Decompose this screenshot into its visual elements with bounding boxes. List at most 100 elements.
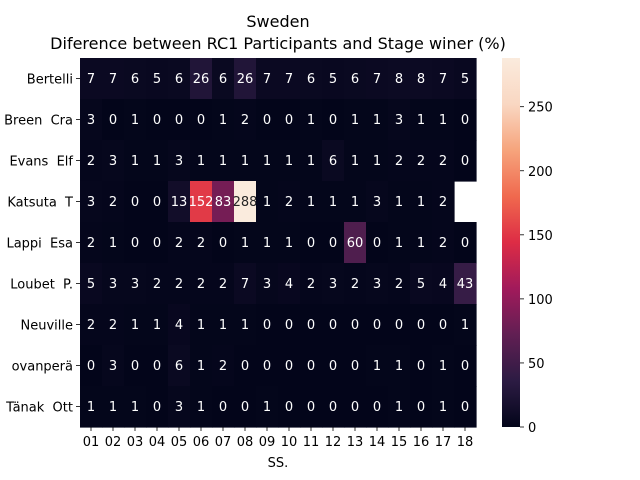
cell-value-label: 1 bbox=[417, 113, 425, 128]
heatmap-cell bbox=[278, 345, 301, 387]
chart-title: Sweden bbox=[246, 12, 309, 31]
cell-value-label: 0 bbox=[461, 359, 469, 374]
colorbar-ticks: 0 50 100 150 200 250 bbox=[520, 101, 553, 436]
cell-value-label: 2 bbox=[87, 154, 95, 169]
heatmap-cell bbox=[322, 304, 345, 346]
heatmap-cell bbox=[454, 140, 477, 182]
heatmap-cell bbox=[344, 140, 367, 182]
heatmap-cell bbox=[432, 386, 455, 428]
cell-value-label: 2 bbox=[175, 236, 183, 251]
heatmap-cell bbox=[300, 304, 323, 346]
cell-value-label: 0 bbox=[439, 318, 447, 333]
y-tick-label: Evans Elf bbox=[9, 155, 73, 170]
heatmap-cell bbox=[234, 263, 257, 305]
heatmap-cell bbox=[80, 58, 103, 100]
x-tick-label: 11 bbox=[303, 435, 320, 450]
cell-value-label: 0 bbox=[153, 195, 161, 210]
x-tick-label: 02 bbox=[105, 435, 122, 450]
colorbar bbox=[502, 58, 520, 427]
heatmap-cell bbox=[256, 181, 279, 223]
heatmap-cell bbox=[102, 304, 125, 346]
x-tick-label: 13 bbox=[347, 435, 364, 450]
cell-value-label: 5 bbox=[153, 72, 161, 87]
cell-value-label: 0 bbox=[417, 318, 425, 333]
heatmap-cell bbox=[168, 345, 191, 387]
x-tick-label: 08 bbox=[237, 435, 254, 450]
cell-value-label: 1 bbox=[395, 195, 403, 210]
heatmap-cell bbox=[146, 99, 169, 141]
heatmap-cell bbox=[344, 263, 367, 305]
cell-value-label: 1 bbox=[395, 359, 403, 374]
heatmap-cell bbox=[410, 181, 433, 223]
heatmap-cell bbox=[322, 99, 345, 141]
cell-value-label: 1 bbox=[241, 318, 249, 333]
cell-value-label: 1 bbox=[197, 400, 205, 415]
heatmap-cell bbox=[344, 304, 367, 346]
x-tick-label: 10 bbox=[281, 435, 298, 450]
y-tick-label: Tänak Ott bbox=[5, 401, 73, 416]
heatmap-cell bbox=[256, 304, 279, 346]
cell-value-label: 0 bbox=[285, 400, 293, 415]
cell-value-label: 2 bbox=[417, 154, 425, 169]
cell-value-label: 1 bbox=[109, 236, 117, 251]
heatmap-cell bbox=[454, 304, 477, 346]
heatmap-cell bbox=[190, 181, 213, 223]
heatmap-cell bbox=[278, 386, 301, 428]
cell-value-label: 2 bbox=[197, 236, 205, 251]
cell-value-label: 1 bbox=[417, 236, 425, 251]
cell-value-label: 0 bbox=[373, 400, 381, 415]
cell-value-label: 4 bbox=[175, 318, 183, 333]
cell-value-label: 5 bbox=[461, 72, 469, 87]
heatmap-cell bbox=[388, 304, 411, 346]
cell-value-label: 3 bbox=[109, 359, 117, 374]
heatmap-cell bbox=[432, 140, 455, 182]
cell-value-label: 1 bbox=[285, 236, 293, 251]
cell-value-label: 7 bbox=[109, 72, 117, 87]
cell-value-label: 1 bbox=[263, 400, 271, 415]
cell-value-label: 1 bbox=[373, 113, 381, 128]
cell-value-label: 0 bbox=[153, 236, 161, 251]
heatmap-cell bbox=[234, 140, 257, 182]
colorbar-tick-label: 200 bbox=[528, 165, 553, 180]
cell-value-label: 1 bbox=[439, 113, 447, 128]
cell-value-label: 0 bbox=[285, 359, 293, 374]
heatmap-cell bbox=[432, 99, 455, 141]
heatmap-cell bbox=[212, 386, 235, 428]
heatmap-cell bbox=[234, 99, 257, 141]
cell-value-label: 3 bbox=[175, 154, 183, 169]
x-tick-label: 16 bbox=[413, 435, 430, 450]
cell-value-label: 0 bbox=[373, 236, 381, 251]
heatmap-cell bbox=[190, 304, 213, 346]
cell-value-label: 1 bbox=[373, 359, 381, 374]
heatmap-cell bbox=[124, 222, 147, 264]
heatmap-cell bbox=[234, 222, 257, 264]
heatmap-cell bbox=[124, 386, 147, 428]
cell-value-label: 7 bbox=[439, 72, 447, 87]
heatmap-cell bbox=[168, 58, 191, 100]
cell-value-label: 26 bbox=[193, 72, 210, 87]
heatmap-cell bbox=[102, 345, 125, 387]
heatmap-cell bbox=[322, 222, 345, 264]
heatmap-cell bbox=[388, 99, 411, 141]
heatmap-cell bbox=[234, 345, 257, 387]
heatmap-cell bbox=[80, 140, 103, 182]
cell-value-label: 83 bbox=[215, 195, 232, 210]
heatmap-cell bbox=[344, 181, 367, 223]
cell-value-label: 1 bbox=[153, 154, 161, 169]
cell-value-label: 1 bbox=[373, 154, 381, 169]
cell-value-label: 3 bbox=[131, 277, 139, 292]
heatmap-cell bbox=[300, 345, 323, 387]
heatmap-cell bbox=[190, 140, 213, 182]
heatmap-cell bbox=[300, 181, 323, 223]
heatmap-cell bbox=[410, 304, 433, 346]
cell-value-label: 1 bbox=[395, 236, 403, 251]
heatmap-cell bbox=[168, 140, 191, 182]
cell-value-label: 1 bbox=[131, 154, 139, 169]
colorbar-tick-label: 150 bbox=[528, 229, 553, 244]
cell-value-label: 1 bbox=[87, 400, 95, 415]
heatmap-cell bbox=[234, 386, 257, 428]
heatmap-cell bbox=[234, 181, 257, 223]
x-tick-label: 12 bbox=[325, 435, 342, 450]
heatmap-cell bbox=[410, 345, 433, 387]
heatmap-cell bbox=[102, 263, 125, 305]
